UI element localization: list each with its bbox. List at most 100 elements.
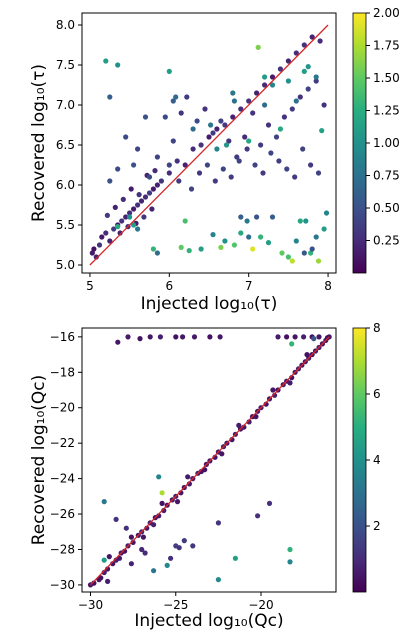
scatter-point bbox=[292, 334, 298, 340]
scatter-point bbox=[210, 232, 216, 238]
scatter-point bbox=[279, 250, 285, 256]
scatter-point bbox=[293, 238, 299, 244]
scatter-point bbox=[238, 230, 244, 236]
scatter-point bbox=[107, 238, 113, 244]
scatter-point bbox=[265, 240, 272, 246]
scatter-point bbox=[316, 334, 322, 340]
scatter-point bbox=[185, 474, 191, 480]
scatter-point bbox=[250, 110, 256, 116]
scatter-point bbox=[107, 178, 113, 184]
scatter-point bbox=[266, 500, 273, 506]
y-tick-label: 6.5 bbox=[56, 138, 75, 152]
scatter-point bbox=[91, 580, 97, 586]
scatter-point bbox=[284, 334, 290, 340]
scatter-point bbox=[285, 78, 291, 84]
scatter-point bbox=[152, 168, 158, 174]
scatter-point bbox=[123, 525, 129, 531]
scatter-point bbox=[321, 226, 327, 232]
scatter-point bbox=[170, 98, 176, 104]
scatter-point bbox=[300, 146, 306, 152]
scatter-point bbox=[270, 387, 276, 393]
scatter-point bbox=[321, 102, 327, 108]
scatter-point bbox=[178, 244, 184, 250]
x-tick-label: 6 bbox=[165, 279, 173, 293]
scatter-point bbox=[236, 422, 242, 428]
scatter-point bbox=[142, 114, 149, 120]
y-tick-label: 5.0 bbox=[56, 258, 75, 272]
scatter-point bbox=[127, 214, 133, 220]
y-tick-label: 5.5 bbox=[56, 218, 75, 232]
x-tick-label: −30 bbox=[78, 598, 103, 612]
scatter-point bbox=[151, 522, 157, 528]
scatter-point bbox=[230, 90, 236, 96]
scatter-point bbox=[297, 218, 303, 224]
scatter-point bbox=[254, 214, 260, 220]
scatter-point bbox=[304, 352, 310, 358]
scatter-point bbox=[246, 234, 252, 240]
scatter-point bbox=[246, 138, 252, 144]
scatter-point bbox=[180, 334, 186, 340]
x-tick-label: 8 bbox=[324, 279, 332, 293]
scatter-point bbox=[242, 134, 248, 140]
scatter-point bbox=[166, 162, 172, 168]
scatter-point bbox=[117, 230, 123, 236]
scatter-point bbox=[162, 114, 168, 120]
tau-y-axis-label: Recovered log₁₀(τ) bbox=[29, 64, 49, 222]
scatter-point bbox=[308, 250, 314, 256]
scatter-point bbox=[244, 218, 250, 224]
scatter-point bbox=[269, 74, 276, 80]
scatter-point bbox=[158, 178, 164, 184]
scatter-point bbox=[178, 110, 184, 116]
scatter-point bbox=[135, 146, 141, 152]
scatter-point bbox=[301, 250, 307, 256]
scatter-point bbox=[151, 568, 157, 574]
scatter-point bbox=[156, 474, 162, 480]
scatter-point bbox=[154, 182, 160, 188]
scatter-point bbox=[309, 246, 315, 252]
scatter-point bbox=[198, 142, 204, 148]
y-tick-label: 7.5 bbox=[56, 58, 75, 72]
colorbar-tick-label: 1.00 bbox=[373, 136, 400, 150]
scatter-point bbox=[147, 334, 153, 340]
scatter-point bbox=[323, 210, 330, 216]
scatter-point bbox=[99, 234, 105, 240]
scatter-point bbox=[96, 242, 103, 248]
scatter-point bbox=[292, 174, 298, 180]
scatter-point bbox=[231, 98, 237, 104]
scatter-point bbox=[241, 424, 247, 430]
scatter-point bbox=[135, 226, 141, 232]
scatter-point bbox=[128, 561, 134, 567]
colorbar-tick-label: 0.50 bbox=[373, 201, 400, 215]
scatter-point bbox=[140, 534, 146, 540]
scatter-point bbox=[305, 64, 311, 70]
qc-reference-line bbox=[90, 336, 330, 586]
scatter-point bbox=[190, 126, 196, 132]
scatter-point bbox=[287, 380, 293, 386]
scatter-point bbox=[190, 543, 196, 549]
scatter-point bbox=[301, 334, 307, 340]
scatter-point bbox=[194, 118, 200, 124]
scatter-point bbox=[191, 334, 198, 340]
colorbar-tick-label: 0.25 bbox=[373, 234, 400, 248]
tau-x-ticks: 5 6 7 8 bbox=[86, 273, 332, 293]
scatter-point bbox=[176, 545, 182, 551]
scatter-point bbox=[188, 186, 195, 192]
scatter-point bbox=[217, 334, 223, 340]
scatter-point bbox=[214, 126, 220, 132]
tau-colorbar-ticks: 0.25 0.50 0.75 1.00 1.25 1.50 1.75 2.00 bbox=[366, 6, 400, 248]
scatter-point bbox=[293, 50, 299, 56]
scatter-point bbox=[103, 230, 109, 236]
colorbar-tick-label: 1.75 bbox=[373, 39, 400, 53]
scatter-point bbox=[206, 134, 212, 140]
y-tick-label: −16 bbox=[50, 330, 75, 344]
scatter-point bbox=[319, 128, 325, 134]
scatter-point bbox=[123, 214, 129, 220]
scatter-point bbox=[154, 250, 160, 256]
scatter-point bbox=[115, 224, 121, 230]
scatter-point bbox=[142, 550, 148, 556]
scatter-point bbox=[184, 94, 190, 100]
qc-colorbar bbox=[352, 327, 367, 593]
scatter-point bbox=[315, 170, 322, 176]
scatter-point bbox=[218, 244, 224, 250]
scatter-point bbox=[168, 555, 174, 561]
